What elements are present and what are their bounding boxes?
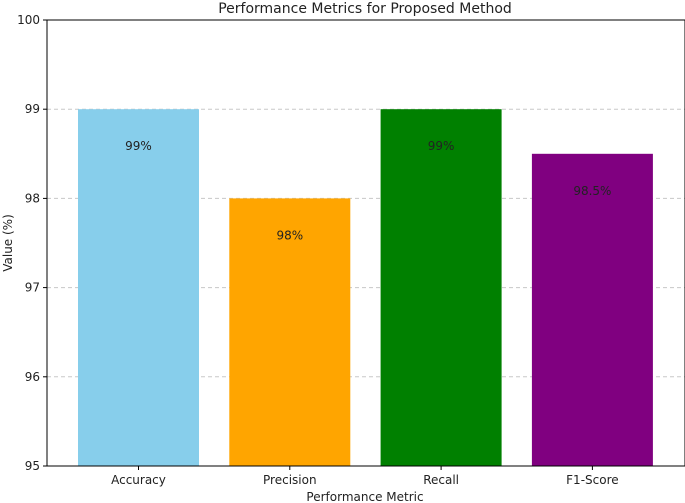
x-tick-label: Recall bbox=[423, 473, 459, 487]
y-tick-label: 100 bbox=[17, 13, 40, 27]
y-tick-label: 95 bbox=[25, 459, 40, 473]
y-tick-label: 97 bbox=[25, 281, 40, 295]
x-tick-label: Accuracy bbox=[111, 473, 166, 487]
x-axis-label: Performance Metric bbox=[306, 490, 423, 503]
bar-recall bbox=[380, 109, 502, 466]
bar-precision bbox=[229, 198, 351, 466]
plot-frame bbox=[46, 19, 685, 467]
bar-value-label: 98% bbox=[276, 228, 303, 242]
data-labels: 99% 98% 99% 98.5% bbox=[125, 139, 611, 242]
y-tick-label: 98 bbox=[25, 191, 40, 205]
bars bbox=[78, 109, 653, 467]
bar-accuracy bbox=[78, 109, 199, 466]
bar-value-label: 99% bbox=[428, 139, 455, 153]
bar-f1-score bbox=[531, 153, 653, 467]
y-tick-label: 99 bbox=[25, 102, 40, 116]
x-axis-ticks: Accuracy Precision Recall F1-Score bbox=[111, 466, 619, 487]
chart-title: Performance Metrics for Proposed Method bbox=[218, 1, 512, 17]
x-tick-label: F1-Score bbox=[566, 473, 618, 487]
y-axis-label: Value (%) bbox=[1, 214, 15, 272]
bar-value-label: 98.5% bbox=[573, 184, 611, 198]
y-axis-ticks: 95 96 97 98 99 100 bbox=[17, 13, 47, 473]
x-tick-label: Precision bbox=[263, 473, 317, 487]
bar-value-label: 99% bbox=[125, 139, 152, 153]
y-tick-label: 96 bbox=[25, 370, 40, 384]
